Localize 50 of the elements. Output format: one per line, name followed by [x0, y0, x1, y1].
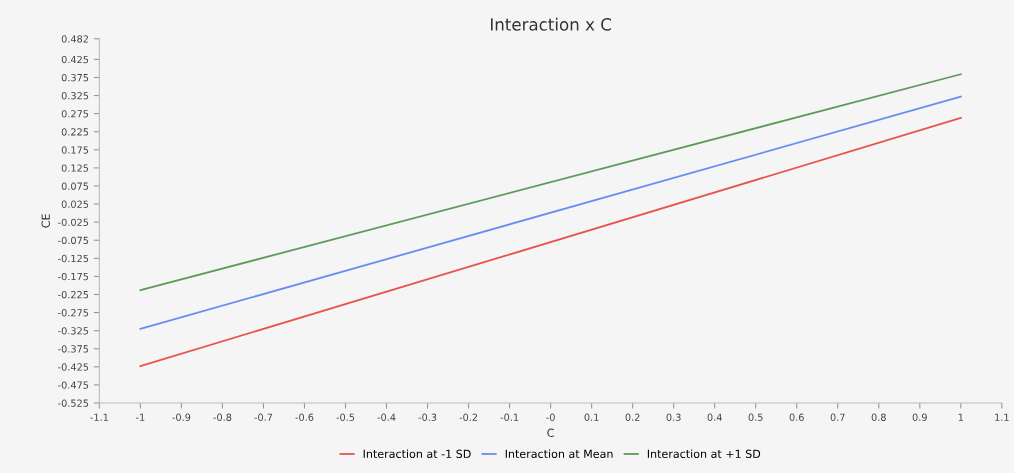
y-tick-label: -0.425 [58, 363, 89, 371]
y-tick-label: 0.225 [61, 128, 89, 136]
x-tick-label: -0.3 [418, 413, 437, 421]
x-tick-label: 0.1 [584, 413, 599, 421]
y-tick-label: -0.525 [58, 399, 89, 407]
y-tick-label: 0.075 [61, 182, 89, 190]
y-tick-label: 0.275 [61, 110, 89, 118]
x-tick-label: -0.7 [254, 413, 273, 421]
x-tick-label: -1.1 [90, 413, 108, 421]
y-tick-label: 0.375 [61, 73, 89, 82]
y-tick-label: -0.275 [58, 309, 89, 317]
x-tick-label: -0.9 [172, 413, 191, 421]
x-axis-title: C [547, 428, 554, 437]
x-tick-label: -0.4 [377, 413, 396, 421]
y-tick-label: -0.025 [58, 218, 89, 226]
y-tick-label: -0.475 [58, 381, 89, 389]
y-tick-label: 0.425 [61, 55, 89, 64]
x-tick-label: 0.2 [625, 413, 640, 421]
y-tick-label: 0.125 [61, 164, 89, 172]
x-tick-label: 0.4 [707, 413, 722, 421]
legend-label: Interaction at Mean [505, 449, 613, 459]
x-tick-label: 0.5 [748, 413, 763, 421]
y-tick-label: -0.225 [58, 290, 89, 299]
x-tick-label: -0.6 [295, 413, 314, 421]
x-tick-label: -0 [546, 413, 555, 421]
x-tick-label: 0.6 [789, 413, 804, 421]
y-tick-label: -0.125 [58, 254, 89, 263]
x-tick-label: 1.1 [995, 413, 1009, 421]
y-tick-label: -0.175 [58, 272, 89, 281]
x-tick-label: 0.9 [912, 413, 927, 421]
x-tick-label: -0.5 [336, 413, 355, 421]
x-tick-label: -0.1 [500, 413, 519, 421]
x-tick-label: 0.8 [871, 413, 886, 421]
x-tick-label: 1 [958, 413, 964, 421]
chart-title: Interaction x C [490, 17, 611, 31]
legend-label: Interaction at +1 SD [647, 449, 761, 459]
x-tick-label: -1 [136, 413, 145, 421]
y-tick-label: -0.325 [58, 327, 89, 335]
y-tick-label: 0.025 [61, 200, 89, 208]
y-tick-label: 0.175 [61, 146, 89, 154]
x-tick-label: 0.7 [830, 413, 845, 421]
y-tick-label: 0.482 [61, 35, 88, 43]
y-axis-title: CE [41, 214, 50, 228]
y-tick-label: -0.075 [58, 236, 89, 245]
x-tick-label: -0.8 [213, 413, 232, 421]
x-tick-label: 0.3 [666, 413, 681, 421]
y-tick-label: -0.375 [58, 345, 89, 353]
y-tick-label: 0.325 [61, 92, 89, 100]
legend-label: Interaction at -1 SD [363, 449, 471, 459]
x-tick-label: -0.2 [459, 413, 478, 421]
